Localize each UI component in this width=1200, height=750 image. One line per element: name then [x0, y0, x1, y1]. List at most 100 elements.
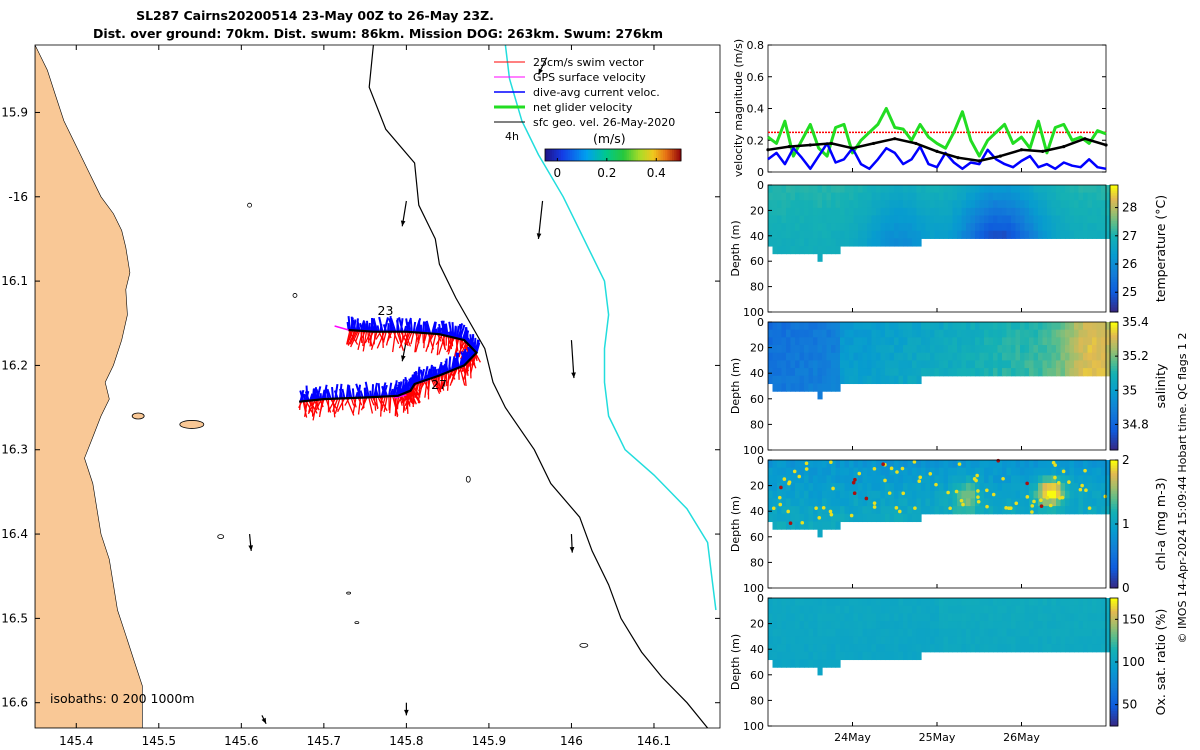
section-colorbar-cell	[1110, 268, 1118, 272]
section-cell	[1011, 200, 1017, 209]
section-cell	[1078, 475, 1084, 484]
section-cell	[768, 605, 774, 614]
section-cell	[1074, 192, 1080, 201]
section-colorbar-cell	[1110, 518, 1118, 522]
section-cell	[1065, 207, 1071, 217]
section-cell	[916, 460, 922, 469]
section-cell	[804, 383, 810, 392]
section-cell	[804, 467, 810, 476]
section-cell	[781, 322, 787, 331]
colorbar-cell	[590, 149, 594, 161]
section-cell	[1083, 230, 1089, 239]
section-cell	[813, 200, 819, 209]
section-cell	[1002, 644, 1008, 653]
chl-point	[1078, 487, 1083, 492]
section-cell	[1074, 644, 1080, 653]
section-cell	[925, 352, 931, 361]
section-cell	[880, 506, 886, 515]
section-cell	[948, 322, 954, 331]
swim-vector	[387, 331, 393, 342]
section-cell	[817, 628, 823, 637]
section-cell	[921, 644, 927, 653]
section-cell	[1083, 223, 1089, 232]
section-cell	[1065, 506, 1071, 515]
swim-vector	[459, 366, 466, 386]
section-cell	[1083, 613, 1089, 622]
section-cell	[772, 375, 778, 385]
section-cell	[1083, 345, 1089, 354]
section-cell	[907, 513, 913, 523]
section-cell	[804, 352, 810, 361]
section-cell	[772, 460, 778, 469]
section-cell	[1096, 483, 1102, 492]
section-cell	[777, 329, 783, 338]
section-cell	[1033, 345, 1039, 354]
section-cell	[781, 621, 787, 630]
section-cell	[781, 360, 787, 369]
section-colorbar-cell	[1110, 577, 1118, 581]
section-cell	[1002, 506, 1008, 515]
section-cell	[1024, 621, 1030, 630]
section-colorbar-cell	[1110, 235, 1118, 239]
section-colorbar-cell	[1110, 462, 1118, 466]
section-cell	[1087, 475, 1093, 484]
section-cell	[858, 200, 864, 209]
section-cell	[867, 651, 873, 661]
section-cell	[804, 498, 810, 507]
section-cell	[772, 223, 778, 232]
section-cell	[966, 345, 972, 354]
section-cell	[826, 192, 832, 201]
section-cell	[1006, 628, 1012, 637]
section-colorbar-cell	[1110, 327, 1118, 331]
section-cell	[858, 368, 864, 377]
map-x-tick-label: 145.5	[142, 734, 176, 748]
section-cell	[876, 598, 882, 607]
section-cell	[1092, 352, 1098, 361]
chl-point	[900, 466, 905, 471]
section-cell	[853, 490, 859, 499]
section-cell	[867, 207, 873, 217]
section-cell	[1011, 368, 1017, 377]
section-cell	[808, 192, 814, 201]
swim-vector	[449, 370, 456, 380]
section-cell	[943, 322, 949, 331]
section-cell	[844, 238, 850, 247]
colorbar-frame	[544, 148, 682, 162]
swim-vector	[370, 331, 378, 350]
section-cell	[867, 628, 873, 637]
section-cell	[889, 375, 895, 385]
section-colorbar-cell	[1110, 289, 1118, 293]
section-cell	[849, 337, 855, 346]
section-cell	[777, 490, 783, 499]
section-cell	[1096, 490, 1102, 499]
section-cell	[831, 200, 837, 209]
chl-point	[1001, 476, 1005, 481]
section-cell	[898, 490, 904, 499]
section-cell	[817, 667, 823, 676]
section-cell	[961, 605, 967, 614]
swim-vector	[431, 377, 441, 394]
section-cell	[970, 467, 976, 476]
section-cell	[1047, 598, 1053, 607]
section-cell	[1002, 628, 1008, 637]
section-cell	[979, 192, 985, 201]
section-cell	[871, 223, 877, 232]
section-cell	[1015, 460, 1021, 469]
section-cell	[777, 375, 783, 385]
swim-vector	[440, 374, 445, 391]
section-colorbar-cell	[1110, 220, 1118, 224]
section-cell	[975, 185, 981, 194]
dive-current-vector	[448, 356, 452, 372]
section-cell	[853, 598, 859, 607]
section-cell	[835, 215, 841, 224]
section-cell	[1002, 200, 1008, 209]
section-colorbar-cell	[1110, 375, 1118, 379]
section-cell	[1029, 223, 1035, 232]
section-cell	[1056, 185, 1062, 194]
colorbar-cell	[671, 149, 675, 161]
section-cell	[1006, 490, 1012, 499]
section-colorbar-cell	[1110, 215, 1118, 219]
section-cell	[871, 490, 877, 499]
section-cell	[885, 329, 891, 338]
section-cell	[804, 513, 810, 523]
